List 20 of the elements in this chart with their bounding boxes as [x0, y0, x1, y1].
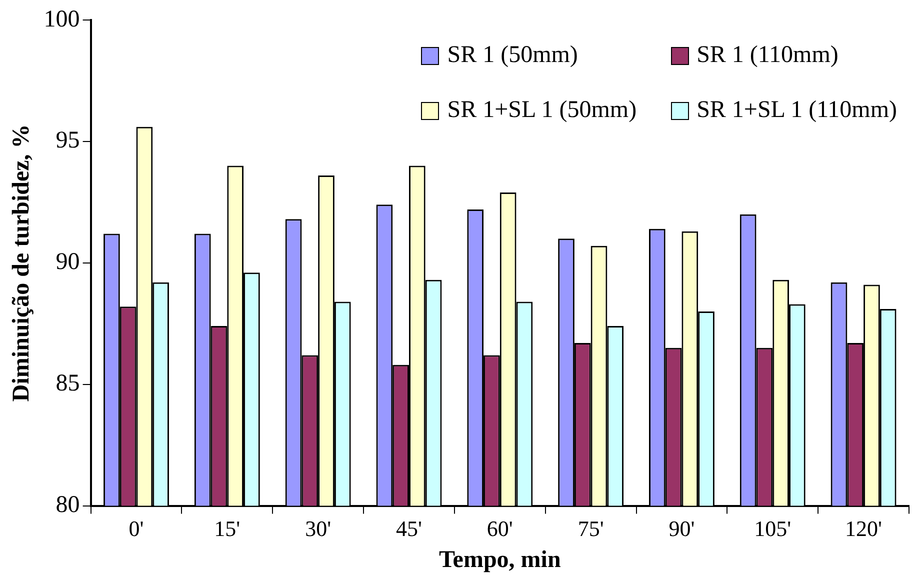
y-tick-label: 100 [44, 6, 80, 32]
x-tick-label: 60' [486, 516, 513, 541]
y-tick-label: 95 [56, 128, 80, 154]
x-tick-label: 120' [845, 516, 882, 541]
y-tick-label: 80 [56, 492, 80, 518]
x-tick-label: 75' [578, 516, 604, 541]
x-tick-label: 45' [396, 516, 422, 541]
y-axis-title: Diminuição de turbidez, % [8, 124, 35, 402]
x-tick-label: 0' [128, 516, 144, 541]
x-axis-title: Tempo, min [438, 546, 561, 573]
x-tick-label: 30' [305, 516, 332, 541]
x-tick-label: 90' [668, 516, 695, 541]
x-tick-label: 105' [754, 516, 792, 541]
legend-label: SR 1 (50mm) [447, 42, 578, 69]
legend-label: SR 1 (110mm) [696, 42, 838, 69]
legend-label: SR 1+SL 1 (110mm) [696, 97, 897, 124]
y-tick-label: 90 [56, 249, 80, 276]
legend-label: SR 1+SL 1 (50mm) [447, 97, 637, 124]
y-tick-label: 85 [56, 370, 80, 397]
x-tick-label: 15' [214, 516, 240, 541]
